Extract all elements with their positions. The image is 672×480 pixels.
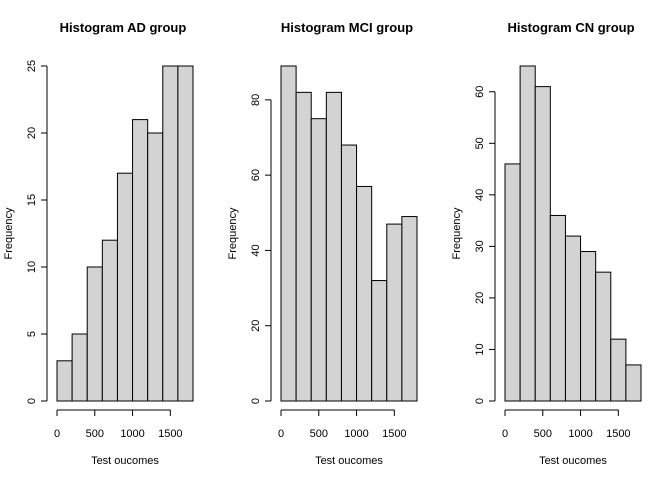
histogram-bar [177, 65, 194, 402]
y-tick-label: 20 [26, 127, 38, 139]
y-tick-label: 40 [474, 189, 486, 201]
y-tick-label: 10 [474, 343, 486, 355]
histogram-bar [71, 333, 88, 402]
x-tick-label: 1000 [568, 428, 592, 440]
histogram-panel-3: Histogram CN group 0 10 20 30 40 50 60 Frequency… [451, 20, 642, 467]
y-tick-label: 15 [26, 194, 38, 206]
y-tick-label: 60 [250, 169, 262, 181]
histogram-bar [295, 91, 312, 402]
y-tick-label: 50 [474, 137, 486, 149]
y-tick-label: 0 [26, 398, 38, 404]
histogram-bar [56, 360, 73, 402]
histogram-bar [356, 185, 373, 402]
x-tick-label: 0 [502, 428, 508, 440]
histogram-bar [625, 364, 642, 402]
histogram-bar [504, 163, 521, 402]
chart-title: Histogram CN group [507, 20, 634, 35]
chart-title: Histogram AD group [60, 20, 187, 35]
y-tick-label: 25 [26, 60, 38, 72]
histogram-bar [310, 118, 327, 402]
histogram-panel-1: Histogram AD group 0 5 10 15 20 25 Frequency 0 50… [3, 20, 194, 467]
histogram-bar [371, 280, 388, 402]
x-axis-label: Test oucomes [315, 455, 383, 467]
y-tick-label: 20 [474, 292, 486, 304]
x-tick-label: 500 [534, 428, 552, 440]
y-tick-label: 0 [474, 398, 486, 404]
x-tick-label: 1500 [606, 428, 630, 440]
histogram-panel-2: Histogram MCI group 0 20 40 60 80 Frequency 0 50… [227, 20, 418, 467]
y-tick-label: 10 [26, 261, 38, 273]
histogram-bar [325, 91, 342, 402]
y-tick-label: 30 [474, 240, 486, 252]
x-tick-label: 1000 [344, 428, 368, 440]
x-tick-label: 500 [86, 428, 104, 440]
histogram-bar [101, 239, 118, 402]
y-tick-label: 40 [250, 244, 262, 256]
histogram-bar [280, 65, 297, 402]
x-axis-label: Test oucomes [539, 455, 607, 467]
histogram-bar [549, 214, 566, 402]
histogram-bar [595, 271, 612, 402]
y-tick-label: 20 [250, 320, 262, 332]
y-axis-label: Frequency [3, 207, 15, 259]
y-tick-label: 60 [474, 86, 486, 98]
chart-title: Histogram MCI group [281, 20, 413, 35]
histogram-bar [86, 266, 103, 402]
x-tick-label: 1000 [120, 428, 144, 440]
histogram-bar [386, 223, 403, 402]
histogram-bar [610, 338, 627, 402]
x-tick-label: 0 [278, 428, 284, 440]
histogram-bar [534, 86, 551, 402]
histogram-bar [162, 65, 179, 402]
histogram-bar [147, 132, 164, 402]
x-tick-label: 1500 [382, 428, 406, 440]
y-axis-label: Frequency [451, 207, 463, 259]
x-tick-label: 500 [310, 428, 328, 440]
histogram-bar [580, 251, 597, 402]
histogram-bar [340, 144, 358, 402]
y-axis-label: Frequency [227, 207, 239, 259]
histogram-bar [519, 65, 536, 402]
histogram-bar [401, 216, 418, 402]
x-tick-label: 0 [54, 428, 60, 440]
x-tick-label: 1500 [158, 428, 182, 440]
y-tick-label: 80 [250, 94, 262, 106]
histogram-bar [564, 235, 582, 402]
y-tick-label: 0 [250, 398, 262, 404]
histogram-bar [116, 172, 134, 402]
histogram-bar [132, 119, 149, 402]
y-tick-label: 5 [26, 331, 38, 337]
x-axis-label: Test oucomes [91, 455, 159, 467]
